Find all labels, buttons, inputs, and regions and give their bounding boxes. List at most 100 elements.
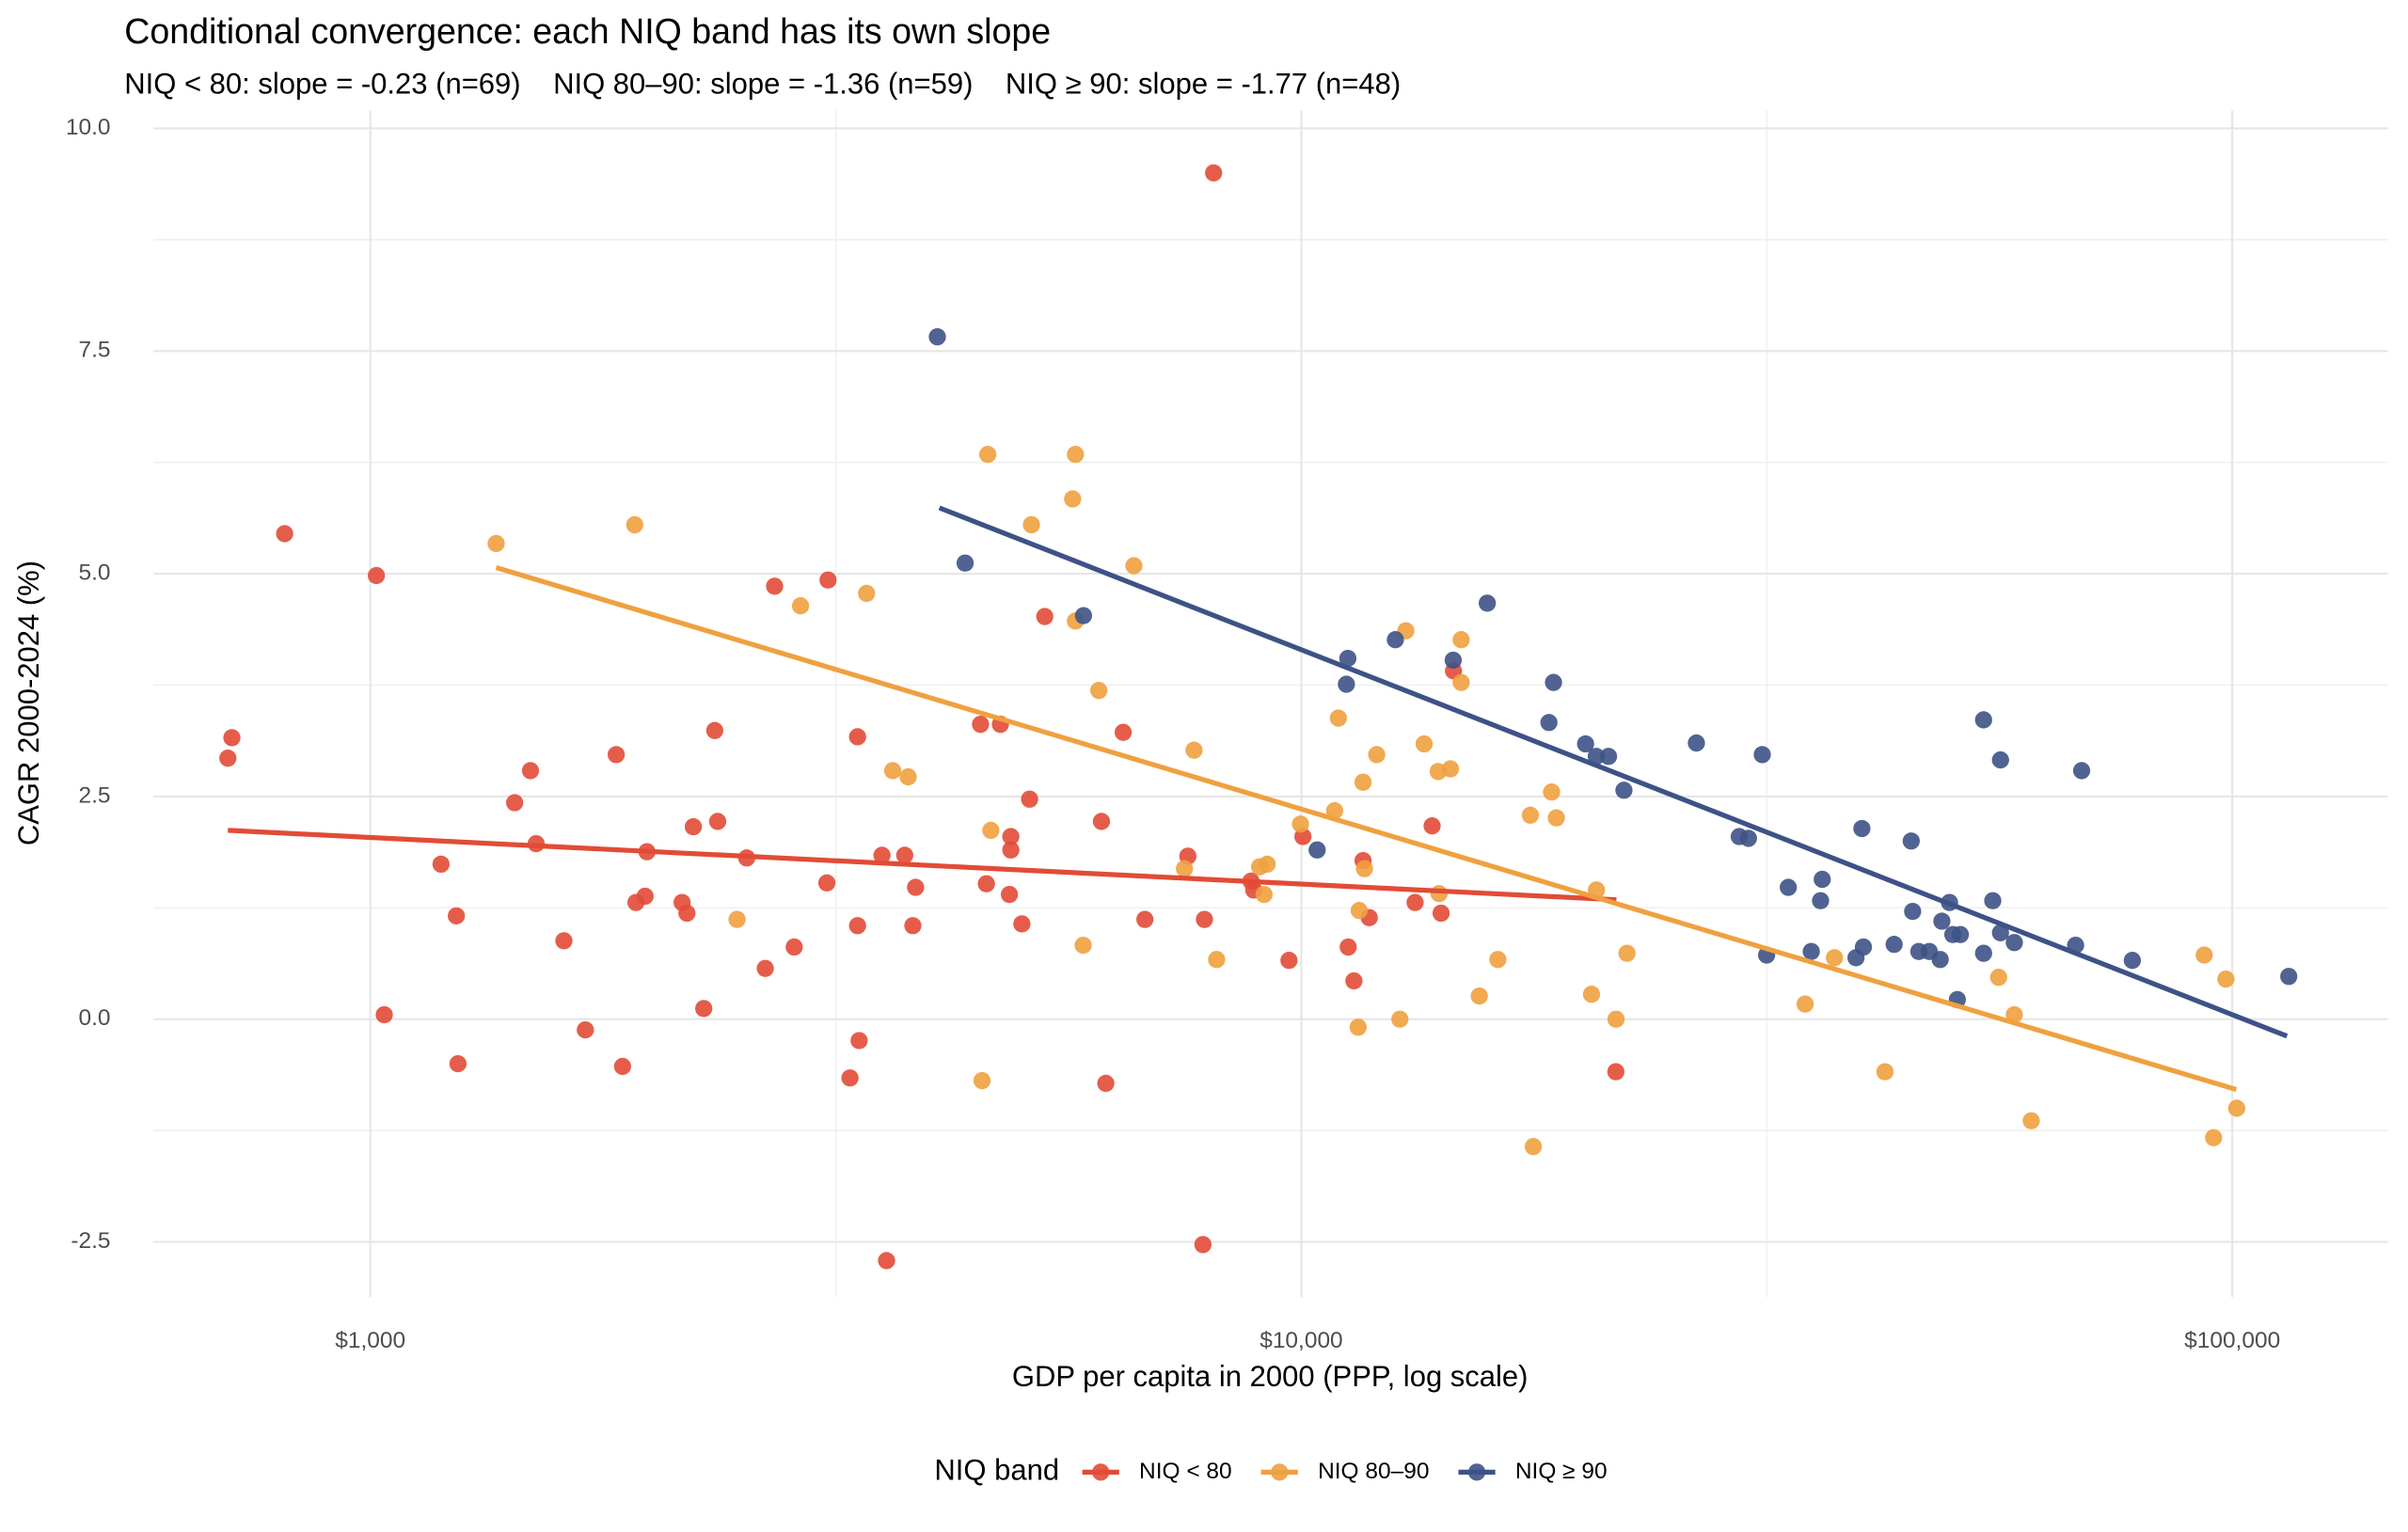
data-point: [904, 917, 922, 935]
data-point: [848, 728, 866, 746]
y-tick-label: 2.5: [79, 782, 111, 808]
chart-title: Conditional convergence: each NIQ band h…: [124, 11, 1051, 51]
x-tick-label: $1,000: [335, 1328, 405, 1353]
data-point: [1984, 892, 2002, 909]
data-point: [1582, 986, 1601, 1003]
data-point: [1876, 1063, 1894, 1081]
data-point: [895, 846, 913, 864]
data-point: [1739, 829, 1757, 847]
data-point: [1991, 924, 2009, 941]
data-point: [1780, 878, 1798, 896]
data-point: [506, 794, 524, 812]
data-point: [1826, 949, 1844, 967]
data-point: [1280, 952, 1298, 970]
data-point: [1092, 813, 1111, 830]
data-point: [1415, 734, 1434, 753]
data-point: [1090, 682, 1108, 700]
data-point: [1067, 446, 1085, 464]
data-point: [626, 515, 643, 534]
data-point: [2072, 762, 2091, 780]
data-point: [1000, 885, 1019, 904]
legend-key-point: [1092, 1463, 1110, 1481]
trend-line: [938, 505, 2289, 1039]
data-point: [841, 1069, 859, 1087]
data-point: [1444, 651, 1463, 670]
data-point: [636, 887, 654, 906]
data-point: [1423, 817, 1441, 835]
data-point: [1521, 806, 1540, 824]
data-point: [1540, 714, 1558, 732]
data-point: [1452, 673, 1470, 691]
trend-line: [495, 564, 2238, 1093]
data-point: [1902, 832, 1920, 850]
data-point: [1951, 925, 1970, 943]
data-point: [1386, 631, 1404, 649]
data-point: [1989, 969, 2007, 987]
data-point: [858, 584, 876, 603]
data-point: [1687, 734, 1705, 752]
data-point: [375, 1005, 393, 1024]
data-point: [1587, 748, 1606, 766]
data-point: [907, 878, 925, 896]
data-point: [1002, 841, 1020, 859]
data-point: [432, 855, 450, 874]
data-point: [956, 554, 974, 572]
data-point: [1452, 631, 1470, 649]
data-point: [447, 907, 466, 924]
data-point: [487, 534, 505, 553]
data-point: [883, 762, 902, 780]
data-point: [1355, 860, 1373, 877]
data-point: [1524, 1138, 1543, 1156]
x-tick-label: $10,000: [1259, 1328, 1342, 1353]
data-point: [1885, 936, 1903, 954]
data-point: [2217, 970, 2235, 988]
data-point: [1753, 746, 1771, 764]
data-point: [1097, 1074, 1115, 1093]
data-point: [1545, 673, 1562, 691]
data-point: [1036, 608, 1054, 625]
data-point: [899, 767, 917, 786]
legend: NIQ band NIQ < 80 NIQ 80–90 NIQ ≥ 90: [934, 1454, 1607, 1487]
data-point: [1854, 938, 1873, 956]
y-tick-label: -2.5: [71, 1228, 110, 1254]
data-point: [2280, 968, 2298, 986]
data-point: [1391, 1010, 1409, 1028]
data-point: [1338, 675, 1355, 693]
data-point: [1074, 607, 1093, 624]
data-point: [1185, 741, 1203, 759]
data-point: [1074, 936, 1092, 955]
data-point: [607, 746, 626, 764]
data-point: [2227, 1099, 2246, 1117]
data-point: [705, 721, 724, 739]
data-point: [2005, 934, 2023, 952]
data-point: [219, 750, 237, 767]
chart-subtitle: NIQ < 80: slope = -0.23 (n=69) NIQ 80–90…: [124, 68, 1401, 101]
data-point: [1599, 748, 1618, 766]
data-point: [1194, 1236, 1212, 1254]
data-point: [2022, 1112, 2040, 1129]
data-point: [819, 571, 837, 589]
data-point: [791, 597, 810, 615]
data-point: [878, 1252, 895, 1270]
data-point: [223, 729, 241, 747]
data-point: [577, 1020, 594, 1039]
y-tick-label: 5.0: [79, 561, 111, 586]
data-point: [1796, 995, 1814, 1013]
data-point: [1176, 860, 1194, 877]
data-point: [367, 566, 386, 585]
data-point: [613, 1057, 631, 1076]
x-axis-title: GDP per capita in 2000 (PPP, log scale): [1012, 1360, 1529, 1393]
data-point: [1615, 782, 1633, 799]
data-point: [978, 446, 997, 464]
data-point: [1547, 809, 1565, 827]
data-point: [1931, 951, 1949, 969]
data-point: [1441, 760, 1460, 778]
legend-title: NIQ band: [934, 1454, 1059, 1487]
grid: -2.5 0.0 2.5 5.0 7.5 10.0 $1,000 $10,000 $100,00…: [66, 110, 2388, 1353]
data-point: [555, 932, 573, 950]
data-point: [1812, 892, 1830, 909]
legend-key-point: [1271, 1463, 1289, 1481]
data-point: [766, 577, 784, 595]
